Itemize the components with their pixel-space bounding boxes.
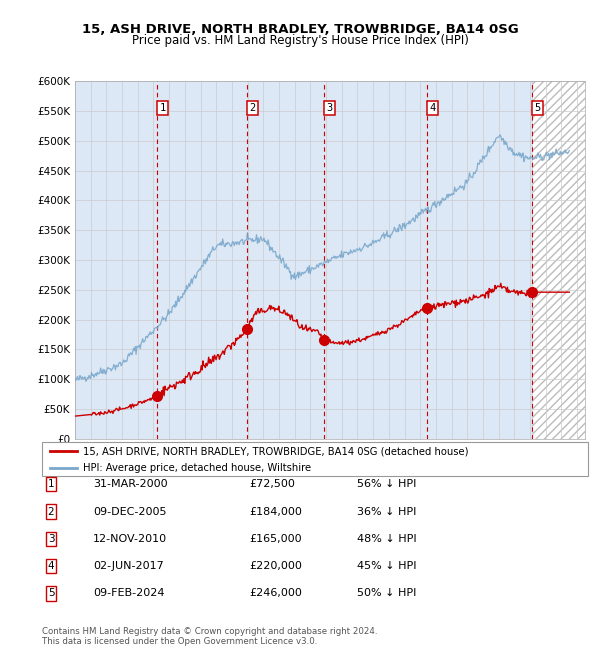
Text: HPI: Average price, detached house, Wiltshire: HPI: Average price, detached house, Wilt… xyxy=(83,463,311,473)
Text: 3: 3 xyxy=(326,103,332,113)
Text: 36% ↓ HPI: 36% ↓ HPI xyxy=(357,506,416,517)
Text: 45% ↓ HPI: 45% ↓ HPI xyxy=(357,561,416,571)
Text: 4: 4 xyxy=(47,561,55,571)
Text: 50% ↓ HPI: 50% ↓ HPI xyxy=(357,588,416,599)
Text: 5: 5 xyxy=(47,588,55,599)
Text: This data is licensed under the Open Government Licence v3.0.: This data is licensed under the Open Gov… xyxy=(42,637,317,646)
Text: 09-DEC-2005: 09-DEC-2005 xyxy=(93,506,167,517)
Text: 1: 1 xyxy=(160,103,166,113)
Text: 2: 2 xyxy=(249,103,255,113)
Text: 3: 3 xyxy=(47,534,55,544)
Text: 48% ↓ HPI: 48% ↓ HPI xyxy=(357,534,416,544)
Text: 15, ASH DRIVE, NORTH BRADLEY, TROWBRIDGE, BA14 0SG (detached house): 15, ASH DRIVE, NORTH BRADLEY, TROWBRIDGE… xyxy=(83,447,469,456)
Text: £220,000: £220,000 xyxy=(249,561,302,571)
Text: 2: 2 xyxy=(47,506,55,517)
Text: 4: 4 xyxy=(429,103,436,113)
Text: 31-MAR-2000: 31-MAR-2000 xyxy=(93,479,167,489)
Text: £165,000: £165,000 xyxy=(249,534,302,544)
Text: £246,000: £246,000 xyxy=(249,588,302,599)
Text: 09-FEB-2024: 09-FEB-2024 xyxy=(93,588,164,599)
Text: 02-JUN-2017: 02-JUN-2017 xyxy=(93,561,164,571)
Text: Price paid vs. HM Land Registry's House Price Index (HPI): Price paid vs. HM Land Registry's House … xyxy=(131,34,469,47)
Text: 12-NOV-2010: 12-NOV-2010 xyxy=(93,534,167,544)
Text: 15, ASH DRIVE, NORTH BRADLEY, TROWBRIDGE, BA14 0SG: 15, ASH DRIVE, NORTH BRADLEY, TROWBRIDGE… xyxy=(82,23,518,36)
Text: 5: 5 xyxy=(534,103,541,113)
Text: £184,000: £184,000 xyxy=(249,506,302,517)
Text: £72,500: £72,500 xyxy=(249,479,295,489)
Text: 56% ↓ HPI: 56% ↓ HPI xyxy=(357,479,416,489)
Text: 1: 1 xyxy=(47,479,55,489)
Text: Contains HM Land Registry data © Crown copyright and database right 2024.: Contains HM Land Registry data © Crown c… xyxy=(42,627,377,636)
